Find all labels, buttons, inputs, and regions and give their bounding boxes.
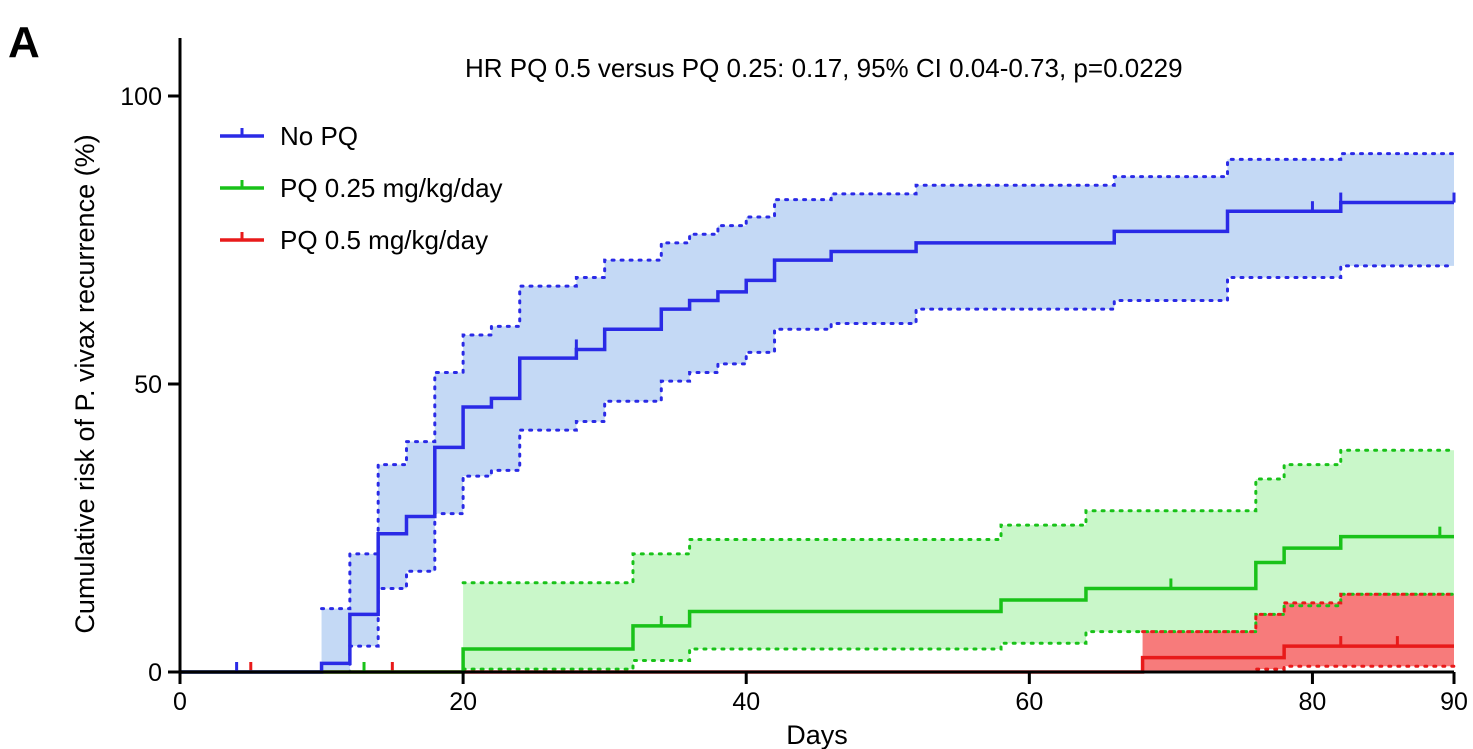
x-tick-label-4: 80 [1299,688,1327,716]
panel-label: A [8,18,40,67]
ci-band-2 [1142,594,1454,672]
x-tick-label-2: 40 [732,688,760,716]
ci-band-1 [463,450,1455,670]
x-axis-title: Days [786,720,848,749]
ci-upper-line-2 [1141,592,1456,634]
hazard-ratio-annotation: HR PQ 0.5 versus PQ 0.25: 0.17, 95% CI 0… [465,53,1183,83]
legend-label-0: No PQ [280,121,358,151]
confidence-bound-lines [320,152,1456,674]
x-tick-label-1: 20 [449,688,477,716]
curve-0 [180,200,1454,674]
axes: 0 20 40 60 80 90 0 50 100 [120,38,1468,716]
legend-label-1: PQ 0.25 mg/kg/day [280,173,503,203]
y-axis-title: Cumulative risk of P. vivax recurrence (… [70,134,100,633]
curve-1 [180,534,1454,674]
ci-upper-line-1 [461,448,1456,585]
x-tick-label-0: 0 [173,688,187,716]
ci-band-0 [321,153,1454,673]
legend: No PQ PQ 0.25 mg/kg/day PQ 0.5 mg/kg/day [220,121,503,255]
x-tick-label-5: 90 [1440,688,1468,716]
ci-lower-line-0 [320,264,1456,674]
x-tick-label-3: 60 [1015,688,1043,716]
y-tick-label-0: 0 [148,659,162,687]
y-tick-label-1: 50 [134,371,162,399]
confidence-bands [321,153,1455,673]
ci-upper-line-0 [320,152,1456,611]
legend-label-2: PQ 0.5 mg/kg/day [280,225,488,255]
y-tick-label-2: 100 [120,83,162,111]
ci-lower-line-1 [461,592,1456,671]
